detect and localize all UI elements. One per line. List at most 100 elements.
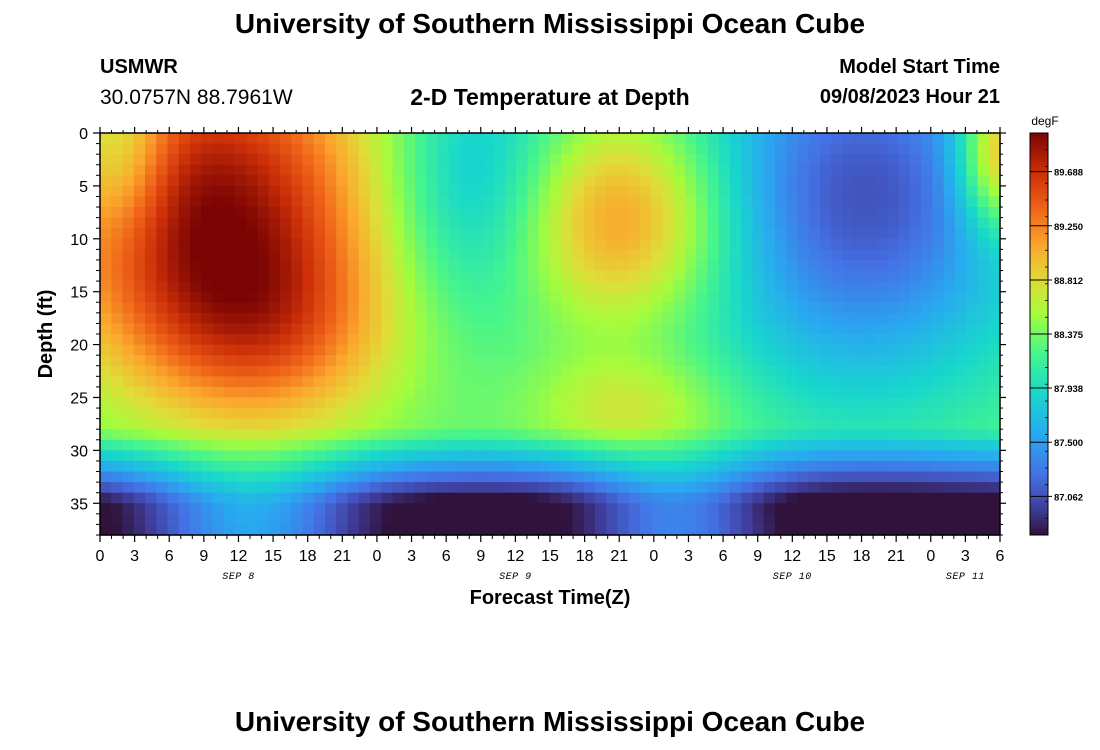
y-tick-label: 10 [70, 232, 88, 249]
heatmap-cell [437, 291, 450, 303]
heatmap-cell [122, 365, 135, 377]
heatmap-cell [617, 164, 630, 176]
heatmap-cell [325, 143, 337, 155]
heatmap-cell [932, 217, 945, 229]
heatmap-cell [955, 228, 967, 240]
heatmap-cell [651, 217, 664, 229]
heatmap-cell [437, 259, 450, 272]
heatmap-cell [730, 185, 742, 198]
heatmap-cell [561, 196, 574, 208]
heatmap-cell [257, 334, 270, 346]
heatmap-cell [471, 302, 484, 314]
heatmap-cell [820, 471, 832, 483]
heatmap-cell [122, 185, 135, 198]
heatmap-cell [865, 439, 877, 451]
heatmap-cell [921, 196, 934, 208]
heatmap-cell [392, 154, 405, 166]
heatmap-cell [831, 143, 844, 155]
heatmap-cell [415, 154, 427, 166]
heatmap-cell [527, 154, 540, 166]
heatmap-cell [190, 460, 202, 473]
heatmap-cell [370, 344, 382, 356]
heatmap-cell [786, 524, 799, 536]
heatmap-cell [932, 376, 945, 388]
heatmap-cell [381, 439, 394, 451]
heatmap-cell [358, 207, 371, 219]
heatmap-cell [561, 217, 574, 229]
heatmap-cell [865, 238, 877, 250]
heatmap-cell [730, 397, 742, 409]
heatmap-cell [403, 291, 416, 303]
heatmap-cell [437, 249, 450, 261]
heatmap-cell [167, 249, 180, 261]
heatmap-cell [527, 302, 540, 314]
heatmap-cell [370, 513, 382, 526]
heatmap-cell [640, 344, 652, 356]
heatmap-cell [966, 450, 979, 462]
heatmap-cell [752, 154, 765, 166]
heatmap-cell [696, 460, 709, 473]
heatmap-cell [921, 524, 934, 536]
heatmap-cell [133, 376, 146, 388]
heatmap-cell [820, 418, 832, 430]
heatmap-cell [381, 418, 394, 430]
heatmap-cell [910, 164, 922, 176]
heatmap-cell [988, 196, 1001, 208]
heatmap-cell [392, 450, 405, 462]
heatmap-cell [167, 185, 180, 198]
heatmap-cell [696, 439, 709, 451]
heatmap-cell [280, 207, 292, 219]
heatmap-cell [527, 291, 540, 303]
heatmap-cell [797, 207, 810, 219]
heatmap-cell [246, 164, 259, 176]
heatmap-cell [876, 143, 889, 155]
heatmap-cell [415, 175, 427, 187]
heatmap-cell [988, 334, 1001, 346]
heatmap-cell [820, 513, 832, 526]
heatmap-cell [190, 344, 202, 356]
heatmap-cell [516, 185, 529, 198]
heatmap-cell [988, 312, 1001, 325]
heatmap-cell [156, 249, 169, 261]
heatmap-cell [201, 376, 214, 388]
heatmap-cell [257, 133, 270, 145]
heatmap-cell [955, 207, 967, 219]
heatmap-cell [516, 302, 529, 314]
heatmap-cell [291, 439, 304, 451]
heatmap-cell [370, 376, 382, 388]
heatmap-cell [527, 344, 540, 356]
heatmap-cell [268, 302, 281, 314]
heatmap-cell [640, 312, 652, 325]
heatmap-cell [122, 281, 135, 293]
colorbar-tick-label: 87.500 [1054, 438, 1083, 449]
heatmap-cell [505, 482, 517, 494]
heatmap-cell [190, 418, 202, 430]
heatmap-cell [403, 175, 416, 187]
x-tick-label: 9 [753, 548, 762, 565]
heatmap-cell [797, 259, 810, 272]
heatmap-cell [358, 471, 371, 483]
heatmap-cell [707, 482, 720, 494]
heatmap-cell [955, 365, 967, 377]
heatmap-cell [910, 302, 922, 314]
heatmap-cell [392, 323, 405, 335]
heatmap-cell [538, 259, 551, 272]
heatmap-cell [223, 386, 236, 399]
heatmap-cell [370, 217, 382, 229]
heatmap-cell [887, 175, 900, 187]
heatmap-cell [460, 249, 472, 261]
heatmap-cell [201, 365, 214, 377]
heatmap-cell [133, 355, 146, 367]
heatmap-cell [336, 154, 349, 166]
heatmap-cell [910, 238, 922, 250]
heatmap-cell [696, 429, 709, 441]
heatmap-cell [561, 143, 574, 155]
heatmap-cell [167, 133, 180, 145]
heatmap-cell [550, 397, 562, 409]
heatmap-cell [831, 281, 844, 293]
heatmap-cell [482, 418, 495, 430]
heatmap-cell [775, 185, 787, 198]
heatmap-cell [595, 249, 607, 261]
heatmap-cell [100, 238, 112, 250]
heatmap-cell [865, 344, 877, 356]
